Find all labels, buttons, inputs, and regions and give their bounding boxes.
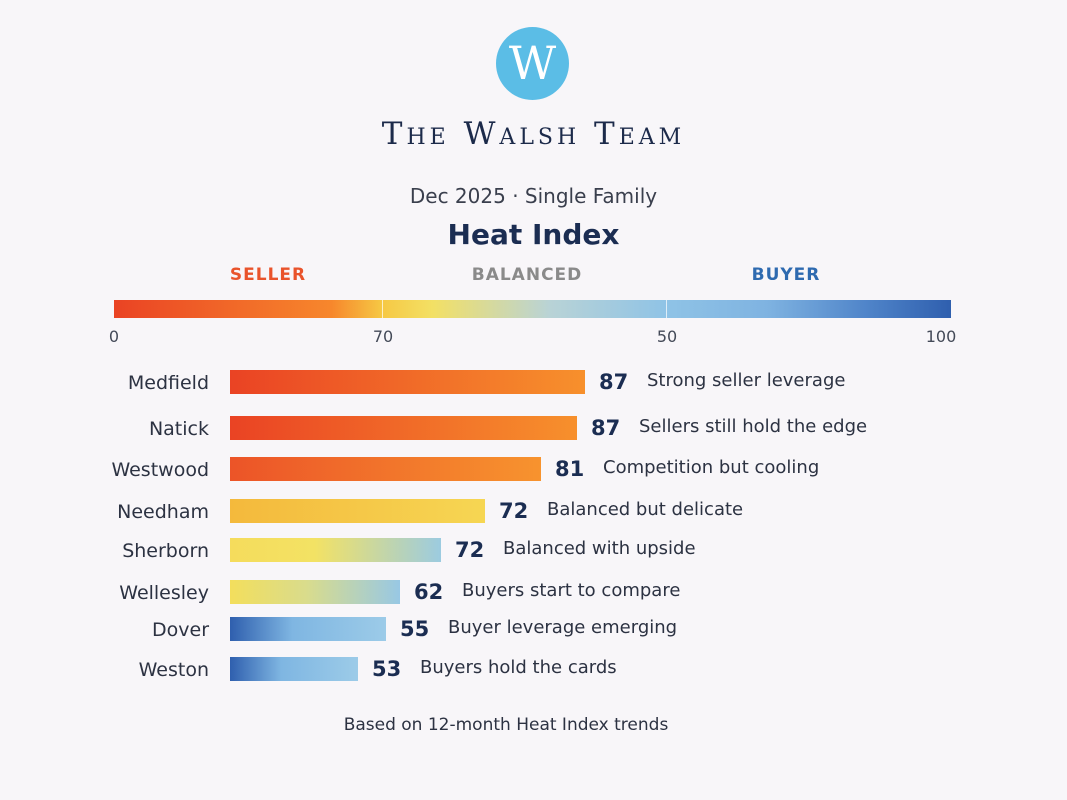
bar-category-label: Needham	[117, 501, 209, 523]
bar-description: Strong seller leverage	[647, 370, 846, 391]
bar-description: Balanced with upside	[503, 538, 696, 559]
bar	[230, 580, 400, 604]
bar-category-label: Sherborn	[122, 540, 209, 562]
bar	[230, 416, 577, 440]
zone-label-balanced: BALANCED	[471, 265, 583, 285]
bar-category-label: Wellesley	[119, 582, 209, 604]
scale-tick: 70	[372, 327, 394, 346]
bar-category-label: Medfield	[127, 372, 209, 394]
bar	[230, 617, 386, 641]
scale-divider	[382, 300, 383, 318]
brand-name: The Walsh Team	[381, 116, 686, 152]
bar-value-label: 87	[599, 370, 629, 394]
bar-description: Balanced but delicate	[547, 499, 744, 520]
bar-category-label: Dover	[152, 619, 209, 641]
bar	[230, 370, 585, 394]
scale-divider	[666, 300, 667, 318]
bar-value-label: 81	[555, 457, 585, 481]
scale-tick: 50	[656, 327, 678, 346]
bar-description: Buyers hold the cards	[420, 657, 617, 678]
bar-category-label: Natick	[148, 418, 209, 440]
logo-letter: W	[508, 36, 557, 90]
scale-tick: 100	[925, 327, 957, 346]
zone-label-buyer: BUYER	[751, 265, 821, 285]
chart-title: Heat Index	[447, 218, 620, 251]
bar-value-label: 72	[455, 538, 485, 562]
scale-tick: 0	[108, 327, 120, 346]
bar-description: Competition but cooling	[603, 457, 820, 478]
bar	[230, 457, 541, 481]
heat-scale-bar	[114, 300, 951, 318]
bar-description: Sellers still hold the edge	[639, 416, 868, 437]
logo: W	[496, 27, 569, 100]
bar-category-label: Weston	[138, 659, 209, 681]
bar-value-label: 55	[400, 617, 430, 641]
report-subtitle: Dec 2025 · Single Family	[409, 184, 658, 208]
bar-value-label: 72	[499, 499, 529, 523]
bar	[230, 657, 358, 681]
bar-value-label: 53	[372, 657, 402, 681]
bar-value-label: 62	[414, 580, 444, 604]
bar-value-label: 87	[591, 416, 621, 440]
bar-category-label: Westwood	[111, 459, 209, 481]
bar	[230, 538, 441, 562]
bar-description: Buyers start to compare	[462, 580, 681, 601]
bar	[230, 499, 485, 523]
footer-note: Based on 12-month Heat Index trends	[343, 715, 669, 735]
zone-label-seller: SELLER	[229, 265, 307, 285]
bar-description: Buyer leverage emerging	[448, 617, 678, 638]
